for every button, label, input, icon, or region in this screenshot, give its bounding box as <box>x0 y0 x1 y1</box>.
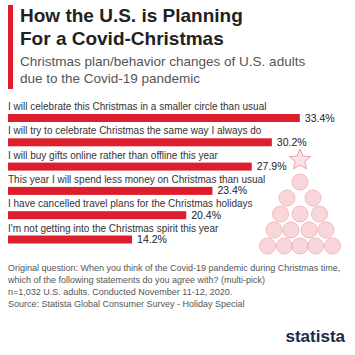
footer-note: n=1,032 U.S. adults. Conducted November … <box>8 286 348 298</box>
star <box>290 149 311 169</box>
bar <box>8 163 252 171</box>
tree-ornament <box>301 222 317 238</box>
labels: I will celebrate this Christmas in a sma… <box>8 101 335 245</box>
category-label: I'm not getting into the Christmas spiri… <box>8 223 219 234</box>
category-label: This year I will spend less money on Chr… <box>8 174 265 185</box>
value-label: 23.4% <box>217 184 247 196</box>
bar <box>8 114 300 122</box>
title: How the U.S. is Planning For a Covid-Chr… <box>20 4 275 50</box>
tree-ornament <box>292 174 308 190</box>
tree-ornament <box>283 222 299 238</box>
brand-logo: statista <box>285 327 345 347</box>
bar <box>8 236 132 244</box>
tree-ornament <box>308 238 324 254</box>
tree-ornament <box>279 190 295 206</box>
tree-ornament <box>273 206 289 222</box>
value-label: 14.2% <box>137 233 167 245</box>
tree-ornament <box>325 238 341 254</box>
category-label: I have cancelled travel plans for the Ch… <box>8 198 253 209</box>
tree-ornament <box>292 206 308 222</box>
footer-note: Source: Statista Global Consumer Survey … <box>8 298 348 310</box>
value-label: 33.4% <box>305 112 335 124</box>
tree-ornament <box>318 222 334 238</box>
tree-ornament <box>292 238 308 254</box>
category-label: I will buy gifts online rather than offl… <box>8 150 219 161</box>
value-label: 30.2% <box>277 136 307 148</box>
tree-ornament <box>266 222 282 238</box>
bar <box>8 211 186 219</box>
tree-ornament <box>260 238 276 254</box>
bars <box>8 114 300 244</box>
tree-ornament <box>276 238 292 254</box>
title-accent <box>8 5 13 89</box>
value-label: 27.9% <box>257 160 287 172</box>
footer-note: Original question: When you think of the… <box>8 262 348 286</box>
bar <box>8 138 272 146</box>
value-label: 20.4% <box>191 209 221 221</box>
tree-ornament <box>312 206 328 222</box>
footer: Original question: When you think of the… <box>8 262 348 310</box>
bar <box>8 187 212 195</box>
category-label: I will try to celebrate Christmas the sa… <box>8 125 262 136</box>
subtitle: Christmas plan/behavior changes of U.S. … <box>20 53 320 87</box>
tree-ornament <box>305 190 321 206</box>
category-label: I will celebrate this Christmas in a sma… <box>8 101 266 112</box>
